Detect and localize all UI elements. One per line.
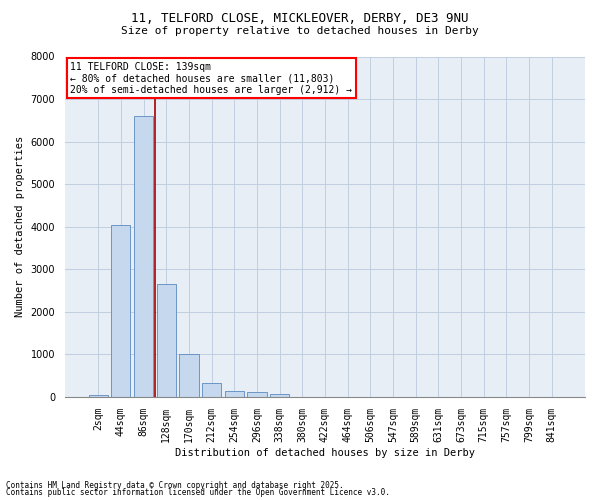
Bar xyxy=(247,392,266,397)
Text: 11 TELFORD CLOSE: 139sqm
← 80% of detached houses are smaller (11,803)
20% of se: 11 TELFORD CLOSE: 139sqm ← 80% of detach… xyxy=(70,62,352,95)
Bar xyxy=(224,391,244,397)
X-axis label: Distribution of detached houses by size in Derby: Distribution of detached houses by size … xyxy=(175,448,475,458)
Bar xyxy=(179,354,199,397)
Bar xyxy=(89,395,108,397)
Bar xyxy=(202,383,221,397)
Y-axis label: Number of detached properties: Number of detached properties xyxy=(15,136,25,318)
Bar xyxy=(111,224,130,397)
Bar xyxy=(270,394,289,397)
Text: Size of property relative to detached houses in Derby: Size of property relative to detached ho… xyxy=(121,26,479,36)
Bar xyxy=(134,116,153,397)
Text: Contains public sector information licensed under the Open Government Licence v3: Contains public sector information licen… xyxy=(6,488,390,497)
Bar xyxy=(157,284,176,397)
Text: Contains HM Land Registry data © Crown copyright and database right 2025.: Contains HM Land Registry data © Crown c… xyxy=(6,480,344,490)
Text: 11, TELFORD CLOSE, MICKLEOVER, DERBY, DE3 9NU: 11, TELFORD CLOSE, MICKLEOVER, DERBY, DE… xyxy=(131,12,469,24)
